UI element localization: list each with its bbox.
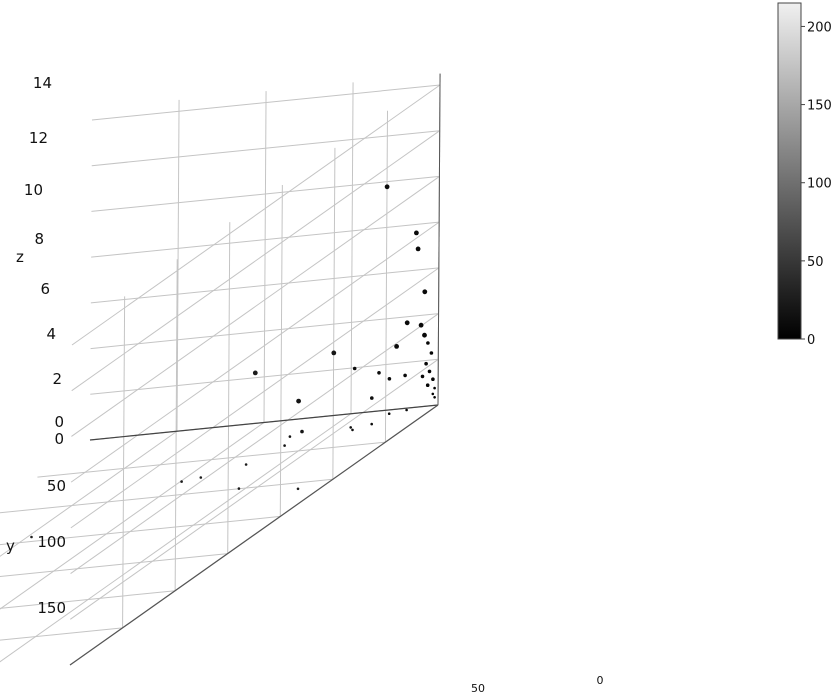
data-point	[387, 412, 391, 416]
gridline-back-z	[70, 313, 439, 574]
data-point	[349, 426, 353, 429]
gridline-back-x	[384, 110, 388, 443]
gridline-side-y	[176, 99, 180, 432]
data-point	[331, 350, 337, 356]
data-point	[180, 480, 183, 483]
gridline-back-x	[122, 296, 126, 628]
gridline-floor-x	[37, 441, 386, 478]
grid-layer	[0, 73, 441, 666]
gridline-side-y	[263, 91, 267, 423]
data-point	[237, 487, 241, 490]
axis-line-z	[437, 73, 441, 406]
colorbar-tick-label: 50	[807, 255, 824, 270]
gridline-back-x	[227, 222, 231, 554]
axis-line-y	[89, 404, 439, 441]
gridline-floor-x	[0, 553, 228, 577]
data-point	[296, 487, 300, 491]
y-tick-label: 150	[37, 599, 66, 617]
x-tick-label: 0	[597, 674, 604, 687]
colorbar-tick-label: 150	[807, 99, 832, 114]
gridline-back-x	[279, 184, 283, 517]
z-tick-label: 8	[34, 230, 44, 248]
y-tick-label: 0	[54, 430, 64, 448]
data-point	[300, 429, 304, 434]
data-point	[352, 366, 357, 371]
data-point	[425, 383, 430, 388]
gridline-back-z	[71, 130, 441, 392]
tick-layer: 0 2 4 6 8 10 12 14 0 50 100 150 50 0 z y	[6, 74, 604, 695]
data-point	[244, 463, 248, 466]
data-point	[30, 535, 33, 539]
data-point	[252, 370, 258, 376]
z-tick-label: 4	[46, 325, 56, 343]
colorbar: 0 50 100 150 200	[777, 2, 832, 348]
data-point	[387, 377, 392, 381]
data-point	[420, 374, 425, 379]
data-point	[431, 392, 435, 396]
data-point	[283, 444, 286, 447]
z-tick-label: 12	[29, 129, 48, 147]
gridline-floor-x	[0, 515, 281, 546]
data-point	[288, 435, 292, 438]
data-point	[403, 373, 407, 378]
data-point	[199, 476, 203, 479]
z-tick-label: 10	[24, 181, 43, 199]
data-point	[404, 320, 410, 326]
data-point	[433, 386, 436, 390]
colorbar-bar	[777, 2, 802, 340]
data-point	[429, 351, 434, 355]
y-tick-label: 100	[37, 533, 66, 551]
gridline-back-z	[71, 176, 440, 437]
gridline-floor-y	[0, 430, 178, 557]
data-point	[422, 332, 427, 338]
gridline-side-y	[350, 82, 354, 414]
data-point	[418, 322, 424, 328]
data-point	[377, 371, 381, 375]
data-point	[414, 230, 419, 236]
gridline-back-z	[70, 221, 440, 483]
gridline-floor-x	[0, 478, 333, 514]
gridline-back-x	[174, 259, 178, 591]
data-point	[351, 428, 354, 432]
data-point	[415, 246, 421, 252]
z-tick-label: 6	[40, 280, 50, 298]
colorbar-tick-label: 0	[807, 333, 815, 348]
data-point	[405, 408, 408, 412]
data-point	[370, 396, 374, 400]
gridline-back-z	[69, 358, 439, 620]
data-point	[394, 344, 399, 349]
gridline-floor-x	[0, 627, 123, 641]
data-point	[424, 361, 428, 366]
data-point	[370, 422, 374, 426]
data-point	[433, 396, 436, 399]
y-tick-label: 50	[47, 477, 66, 495]
data-point	[426, 341, 430, 345]
gridline-floor-y	[0, 422, 265, 610]
colorbar-tick-label: 200	[807, 20, 832, 35]
colorbar-tick-label: 100	[807, 177, 832, 192]
gridline-floor-y	[0, 413, 352, 663]
axis-line-x	[69, 404, 439, 666]
z-tick-label: 2	[52, 370, 62, 388]
point-layer	[30, 184, 436, 539]
data-point	[431, 377, 435, 382]
gridline-back-x	[332, 147, 336, 480]
z-tick-label: 0	[54, 413, 64, 431]
data-point	[422, 289, 428, 295]
data-point	[384, 184, 390, 190]
z-axis-title: z	[16, 248, 24, 266]
data-point	[427, 369, 432, 374]
gridline-back-z	[70, 267, 440, 529]
gridline-floor-x	[0, 590, 176, 609]
y-axis-title: y	[6, 537, 15, 555]
gridline-back-z	[71, 84, 441, 346]
z-tick-label: 14	[33, 74, 52, 92]
data-point	[296, 398, 301, 404]
x-tick-label: 50	[471, 682, 485, 695]
